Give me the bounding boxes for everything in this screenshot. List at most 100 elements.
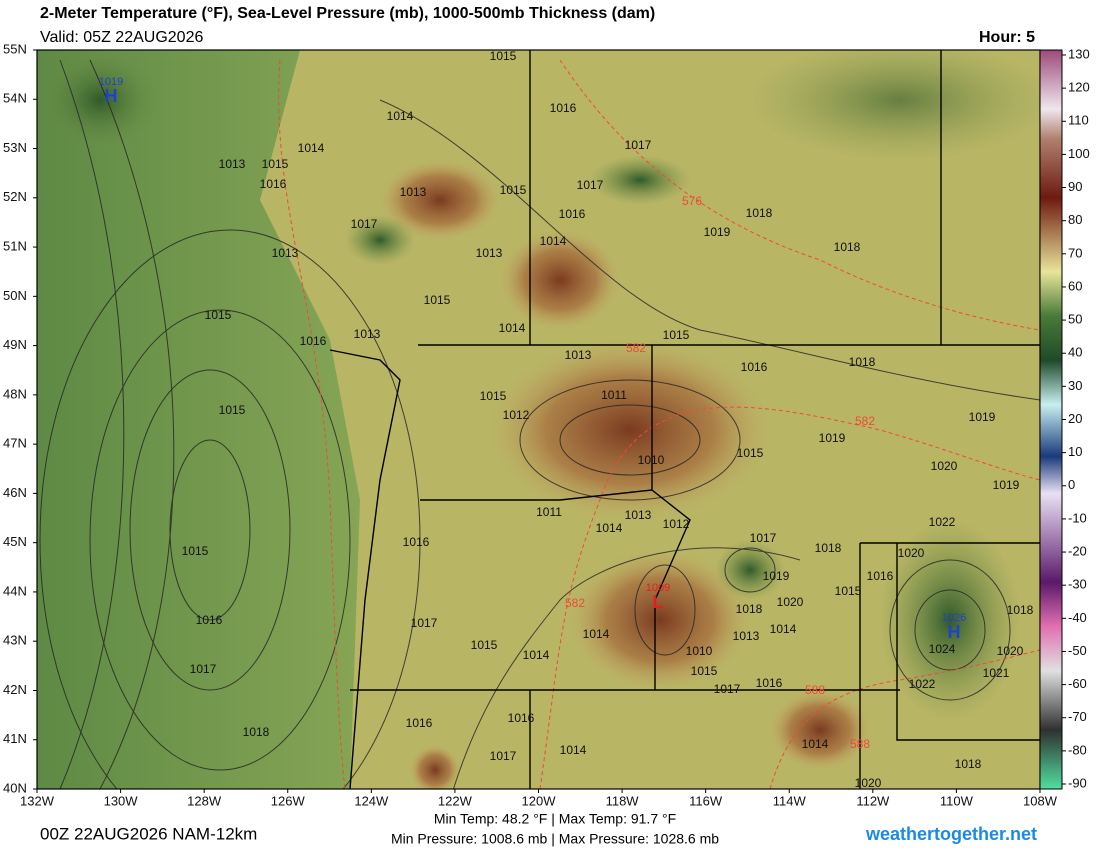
temperature-field: [37, 50, 1040, 789]
pressure-range: Min Pressure: 1008.6 mb | Max Pressure: …: [391, 831, 719, 847]
lat-label: 55N: [3, 41, 27, 56]
thickness-label: 576: [682, 194, 702, 208]
lon-label: 116W: [689, 793, 723, 808]
isobar-label: 1019: [704, 225, 731, 239]
lat-label: 53N: [3, 140, 27, 155]
lon-label: 112W: [856, 793, 890, 808]
isobar-label: 1017: [411, 616, 438, 630]
isobar-label: 1015: [500, 183, 527, 197]
isobar-label: 1024: [929, 642, 956, 656]
lon-label: 132W: [20, 793, 55, 808]
isobar-label: 1016: [403, 535, 430, 549]
model-run: 00Z 22AUG2026 NAM-12km: [40, 824, 257, 843]
center-pressure: 1026: [942, 612, 966, 624]
colorbar-label: -10: [1068, 510, 1087, 525]
isobar-label: 1015: [480, 389, 507, 403]
isobar-label: 1018: [1007, 603, 1034, 617]
thickness-label: 588: [805, 683, 825, 697]
temp-range: Min Temp: 48.2 °F | Max Temp: 91.7 °F: [434, 811, 676, 827]
isobar-label: 1021: [983, 666, 1010, 680]
lon-label: 128W: [187, 793, 222, 808]
center-symbol: L: [653, 592, 664, 612]
colorbar-label: 120: [1068, 80, 1090, 95]
isobar-label: 1010: [686, 644, 713, 658]
isobar-label: 1015: [424, 293, 451, 307]
isobar-label: 1015: [663, 328, 690, 342]
isobar-label: 1018: [746, 206, 773, 220]
lon-label: 122W: [438, 793, 473, 808]
center-symbol: H: [948, 622, 961, 642]
isobar-label: 1012: [663, 517, 690, 531]
lon-label: 130W: [104, 793, 139, 808]
lat-label: 42N: [3, 682, 27, 697]
isobar-label: 1015: [262, 157, 289, 171]
colorbar-label: -70: [1068, 709, 1087, 724]
lon-label: 108W: [1023, 793, 1058, 808]
valid-time: Valid: 05Z 22AUG2026: [40, 29, 203, 46]
isobar-label: 1013: [354, 327, 381, 341]
isobar-label: 1011: [536, 505, 562, 519]
lat-label: 45N: [3, 534, 27, 549]
lat-label: 47N: [3, 436, 27, 451]
isobar-label: 1015: [205, 308, 232, 322]
isobar-label: 1014: [523, 648, 550, 662]
thickness-label: 582: [626, 341, 646, 355]
colorbar-label: 110: [1068, 113, 1089, 128]
lat-label: 51N: [3, 239, 27, 254]
isobar-label: 1017: [190, 662, 217, 676]
isobar-label: 1017: [625, 138, 652, 152]
isobar-label: 1020: [997, 644, 1024, 658]
isobar-label: 1018: [849, 355, 876, 369]
lat-label: 46N: [3, 485, 27, 500]
isobar-label: 1017: [351, 217, 378, 231]
isobar-label: 1020: [777, 595, 804, 609]
isobar-label: 1016: [867, 569, 894, 583]
isobar-label: 1014: [802, 737, 829, 751]
colorbar-label: 0: [1068, 477, 1075, 492]
isobar-label: 1014: [770, 622, 797, 636]
isobar-label: 1016: [196, 613, 223, 627]
isobar-label: 1013: [625, 508, 652, 522]
isobar-label: 1015: [490, 49, 517, 63]
isobar-label: 1013: [272, 246, 299, 260]
isobar-label: 1016: [550, 101, 577, 115]
colorbar-label: 20: [1068, 411, 1082, 426]
lat-label: 43N: [3, 633, 27, 648]
center-pressure: 1019: [99, 76, 123, 88]
isobar-label: 1014: [298, 141, 325, 155]
colorbar-label: -50: [1068, 643, 1087, 658]
isobar-label: 1018: [243, 725, 270, 739]
isobar-label: 1014: [387, 109, 414, 123]
isobar-label: 1017: [490, 749, 517, 763]
colorbar-label: -20: [1068, 543, 1087, 558]
thickness-label: 582: [855, 414, 875, 428]
center-symbol: H: [105, 86, 118, 106]
isobar-label: 1016: [508, 711, 535, 725]
isobar-label: 1022: [929, 515, 956, 529]
isobar-label: 1018: [834, 240, 861, 254]
isobar-label: 1013: [476, 246, 503, 260]
lat-label: 40N: [3, 780, 27, 795]
lon-label: 110W: [940, 793, 974, 808]
colorbar-label: 50: [1068, 312, 1082, 327]
lat-label: 50N: [3, 288, 27, 303]
isobar-label: 1013: [400, 185, 427, 199]
isobar-label: 1017: [714, 682, 741, 696]
isobar-label: 1015: [737, 446, 764, 460]
isobar-label: 1015: [691, 664, 718, 678]
site-link[interactable]: weathertogether.net: [865, 824, 1037, 844]
isobar-label: 1015: [182, 544, 209, 558]
isobar-label: 1022: [909, 677, 936, 691]
lat-label: 49N: [3, 337, 27, 352]
lat-label: 54N: [3, 91, 27, 106]
isobar-label: 1013: [219, 157, 246, 171]
colorbar-label: -40: [1068, 610, 1087, 625]
isobar-label: 1018: [736, 602, 763, 616]
isobar-label: 1016: [300, 334, 327, 348]
isobar-label: 1011: [601, 388, 627, 402]
isobar-label: 1016: [559, 207, 586, 221]
isobar-label: 1014: [499, 321, 526, 335]
lon-label: 114W: [773, 793, 807, 808]
thickness-label: 588: [850, 737, 870, 751]
isobar-label: 1014: [540, 234, 567, 248]
